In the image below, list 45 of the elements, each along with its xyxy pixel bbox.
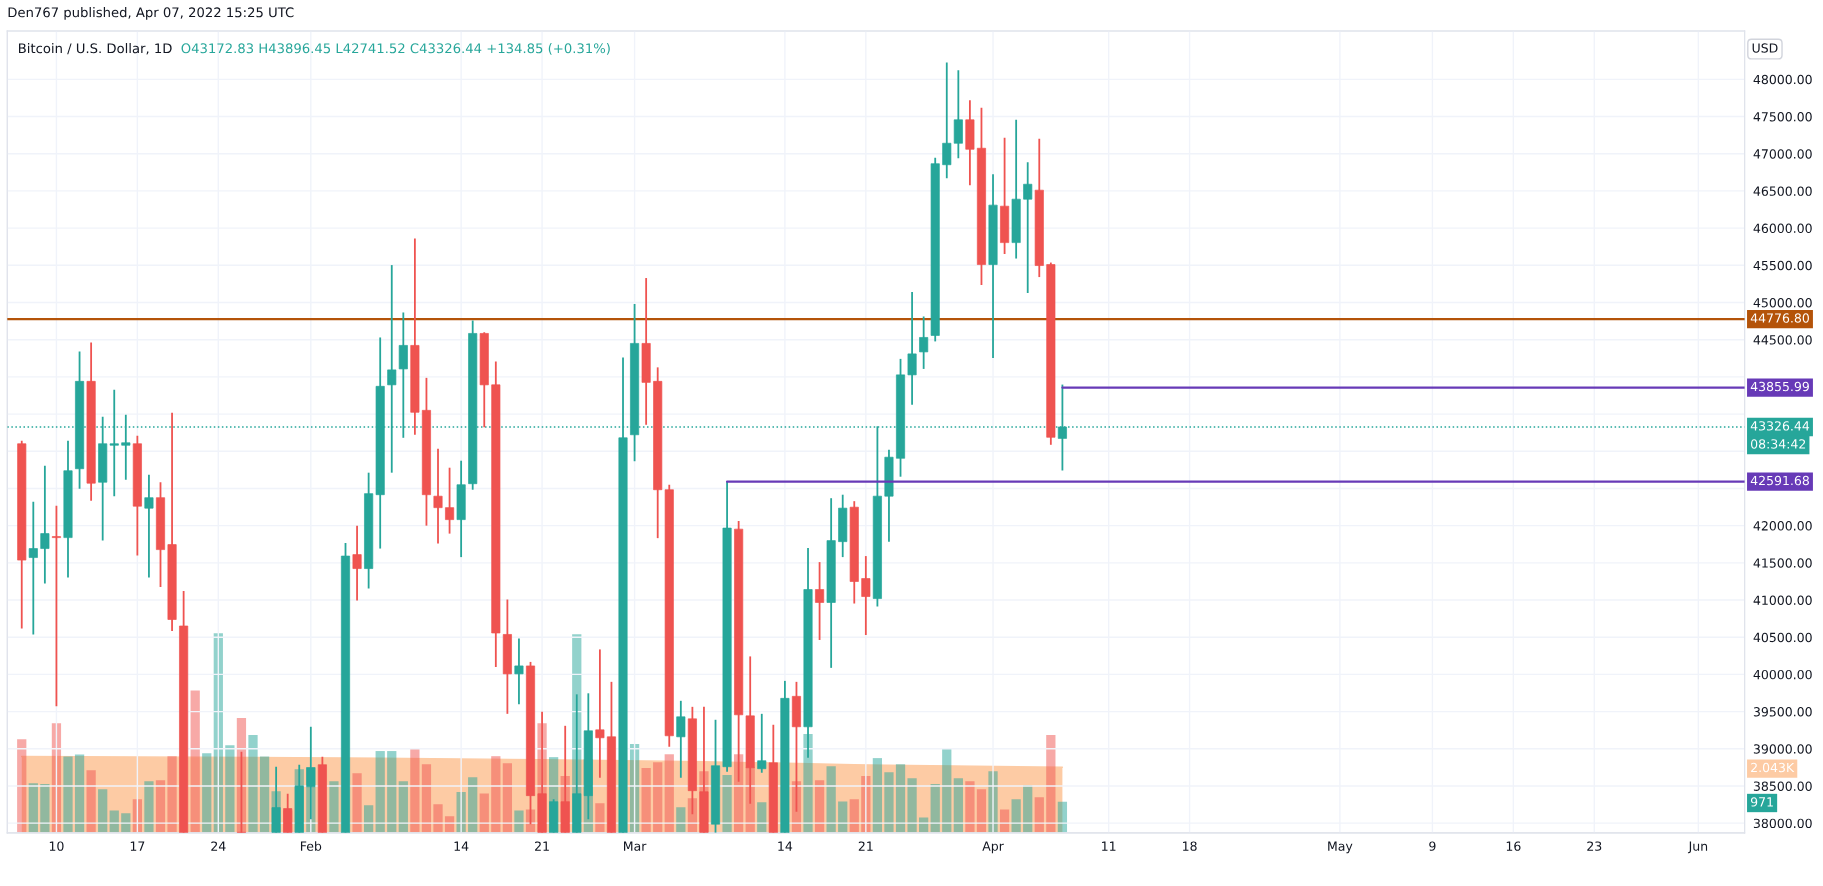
x-tick-label: Jun — [1687, 841, 1708, 854]
y-tick-label: 47500.00 — [1753, 112, 1812, 122]
x-tick-label: 18 — [1183, 841, 1197, 851]
x-tick-label: 17 — [130, 841, 145, 851]
y-tick-label: 47000.00 — [1753, 149, 1812, 159]
text: Bitcoin / U.S. Dollar, 1D — [19, 43, 172, 55]
y-tick-label: 38000.00 — [1753, 818, 1812, 829]
y-tick-label: 46500.00 — [1753, 186, 1812, 196]
x-tick-label: 24 — [211, 841, 226, 851]
y-tick-label: 45500.00 — [1753, 260, 1812, 271]
y2-tick-label: 971 — [1750, 797, 1773, 807]
x-tick-label: 16 — [1506, 841, 1521, 851]
x-tick-label: 21 — [858, 841, 873, 851]
x-tick-label: 14 — [778, 841, 793, 851]
text: 08:34:42 — [1750, 439, 1806, 449]
x-tick-label: 11 — [1102, 841, 1116, 851]
y-tick-label: 42000.00 — [1753, 521, 1812, 531]
y-tick-label: 48000.00 — [1753, 74, 1812, 85]
x-tick-label: 9 — [1429, 841, 1436, 851]
y-tick-label: 40500.00 — [1753, 632, 1812, 643]
data-label: 43855.99 — [1750, 381, 1809, 392]
text: USD — [1752, 43, 1778, 53]
y-tick-label: 39000.00 — [1753, 744, 1812, 754]
y-tick-label: 44500.00 — [1753, 335, 1812, 345]
x-tick-label: May — [1328, 841, 1353, 854]
y2-tick-label: 2.043K — [1751, 762, 1795, 773]
y-tick-label: 45000.00 — [1753, 297, 1812, 308]
text: Den767 published, Apr 07, 2022 15:25 UTC — [8, 7, 294, 20]
x-tick-label: Mar — [624, 841, 647, 851]
x-tick-label: Feb — [300, 841, 322, 851]
y-tick-label: 41500.00 — [1753, 558, 1812, 568]
x-tick-label: 10 — [49, 841, 64, 851]
y-tick-label: 39500.00 — [1753, 707, 1812, 717]
y-tick-label: 46000.00 — [1753, 223, 1812, 234]
x-tick-label: 14 — [454, 841, 469, 851]
data-label: 42591.68 — [1750, 475, 1809, 486]
x-tick-label: 21 — [535, 841, 549, 851]
x-tick-label: Apr — [982, 841, 1004, 854]
ref-line-label: 43326.44 — [1750, 421, 1810, 431]
x-tick-label: 23 — [1587, 841, 1602, 851]
y-tick-label: 40000.00 — [1753, 669, 1812, 680]
ref-line-label: 44776.80 — [1750, 313, 1809, 323]
y-tick-label: 38500.00 — [1753, 781, 1812, 791]
text: O43172.83 H43896.45 L42741.52 C43326.44 +134.85 (+0.31%) — [181, 43, 610, 55]
y-tick-label: 41000.00 — [1753, 595, 1812, 605]
